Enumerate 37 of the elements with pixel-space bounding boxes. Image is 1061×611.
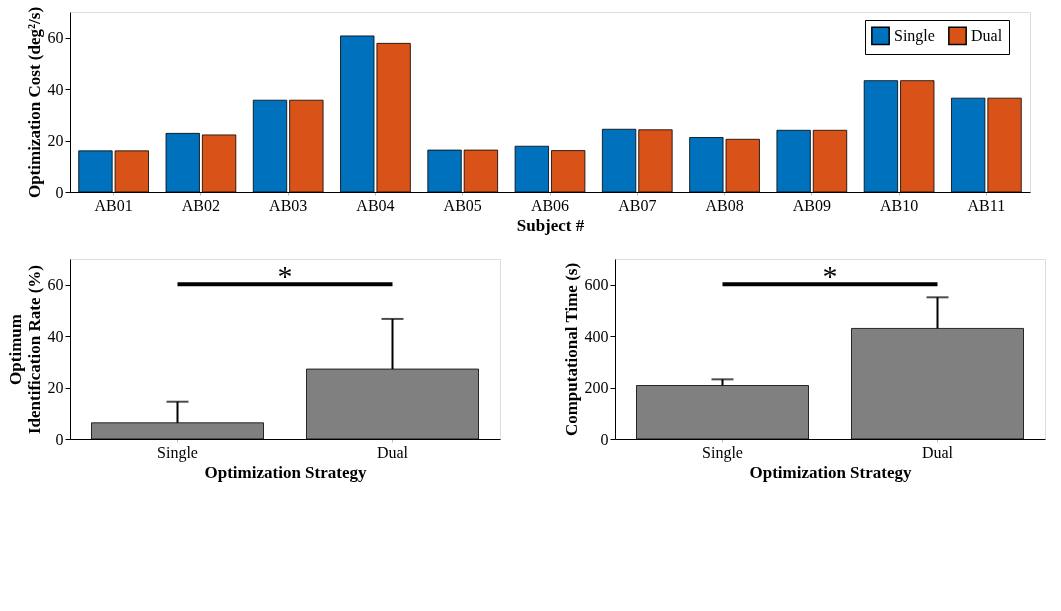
x-tick-label: AB08 bbox=[705, 196, 744, 214]
annotation: * bbox=[822, 259, 838, 293]
y-tick-label: 20 bbox=[47, 379, 64, 397]
x-tick-label: AB03 bbox=[269, 196, 308, 214]
y-tick-label: 0 bbox=[55, 430, 64, 448]
x-tick-label: AB01 bbox=[94, 196, 133, 214]
y-tick-label: 60 bbox=[47, 29, 64, 47]
y-tick-label: 600 bbox=[584, 276, 609, 294]
y-axis-title: Optimization Cost (deg²/s) bbox=[24, 6, 44, 199]
y-tick-label: 60 bbox=[47, 276, 64, 294]
y-tick-label: 40 bbox=[47, 327, 64, 345]
y-tick-label: 400 bbox=[584, 327, 609, 345]
x-axis-title: Subject # bbox=[516, 215, 585, 235]
x-tick-label: AB11 bbox=[967, 196, 1006, 214]
x-tick-label: AB07 bbox=[618, 196, 657, 214]
x-tick-label: AB06 bbox=[530, 196, 570, 214]
x-tick-label: AB09 bbox=[792, 196, 831, 214]
annotation: * bbox=[277, 259, 293, 293]
y-axis-title: Computational Time (s) bbox=[561, 262, 581, 437]
x-tick-label: Dual bbox=[921, 443, 954, 461]
x-tick-label: Single bbox=[157, 443, 198, 462]
x-tick-label: AB02 bbox=[181, 196, 221, 214]
y-tick-label: 200 bbox=[584, 379, 609, 397]
x-tick-label: AB05 bbox=[443, 196, 482, 214]
x-axis-title: Optimization Strategy bbox=[204, 462, 367, 482]
x-tick-label: Dual bbox=[376, 443, 409, 461]
y-axis-title: Optimum Identification Rate (%) bbox=[5, 264, 44, 435]
legend-label: Single bbox=[894, 26, 935, 45]
y-tick-label: 0 bbox=[600, 430, 609, 448]
y-tick-label: 0 bbox=[55, 183, 64, 201]
x-tick-label: AB10 bbox=[879, 196, 919, 214]
x-tick-label: Single bbox=[702, 443, 743, 462]
x-tick-label: AB04 bbox=[356, 196, 395, 214]
y-tick-label: 40 bbox=[47, 80, 64, 98]
x-axis-title: Optimization Strategy bbox=[749, 462, 912, 482]
legend-label: Dual bbox=[971, 26, 1003, 44]
y-tick-label: 20 bbox=[47, 132, 64, 150]
